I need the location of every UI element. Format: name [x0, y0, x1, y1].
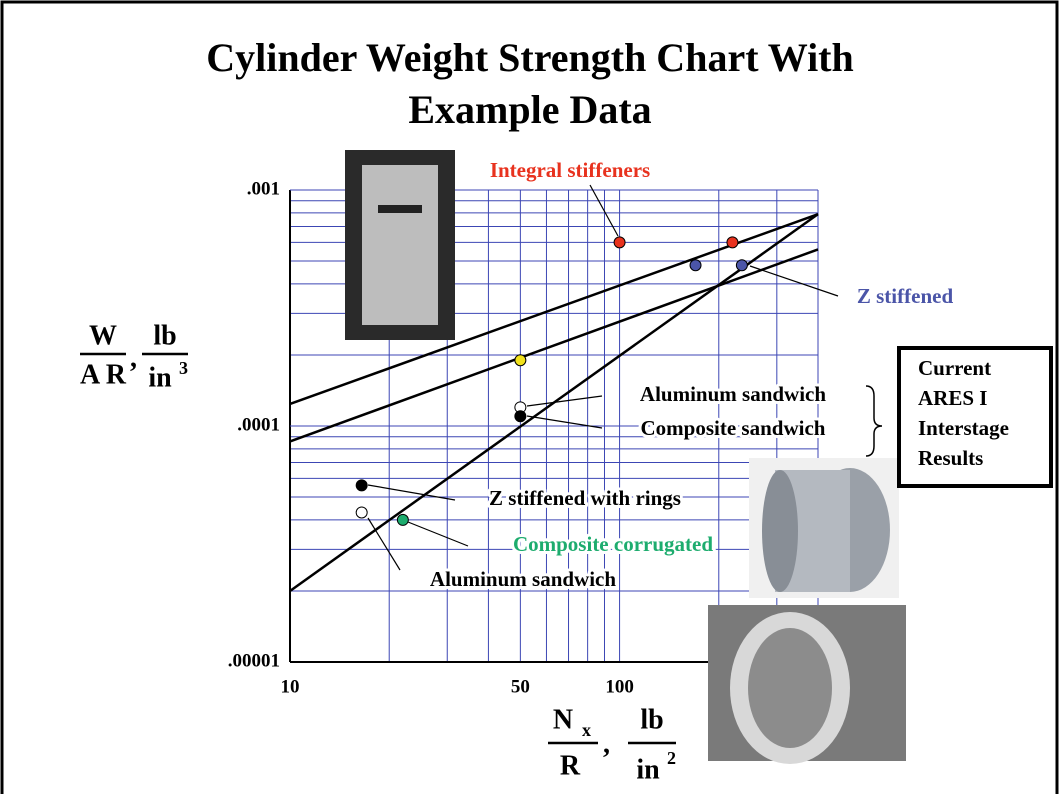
- box-line: Interstage: [918, 416, 1009, 440]
- data-point: [726, 236, 739, 249]
- x-label-part: lb: [640, 704, 663, 735]
- comma: ,: [603, 728, 610, 759]
- y-axis-label: W A R , lb in 3: [80, 320, 188, 393]
- y-label-part: W: [89, 320, 117, 351]
- annotations: Integral stiffeners Z stiffened Aluminum s…: [427, 155, 957, 594]
- y-tick-label: .00001: [228, 650, 280, 671]
- photo: [708, 605, 906, 764]
- annotation: Z stiffened with rings: [489, 486, 681, 510]
- x-tick-label: 50: [511, 676, 530, 697]
- comma: ,: [130, 342, 137, 373]
- annotation: Integral stiffeners: [490, 158, 650, 182]
- results-box: [897, 346, 1053, 488]
- annotation: Composite corrugated: [513, 532, 713, 556]
- x-axis-label: N x R , lb in 2: [548, 704, 676, 785]
- x-tick-label: 10: [281, 676, 300, 697]
- annotation: Aluminum sandwich: [430, 567, 616, 591]
- data-point: [735, 259, 748, 272]
- x-label-part: x: [582, 720, 591, 740]
- data-point: [396, 513, 409, 526]
- photo: [749, 458, 899, 598]
- y-label-part: 3: [179, 358, 188, 378]
- title-line: Cylinder Weight Strength Chart With: [206, 35, 854, 80]
- annotation: Aluminum sandwich: [640, 382, 826, 406]
- results-text: Current ARES I Interstage Results: [918, 356, 1009, 470]
- data-point: [355, 506, 368, 519]
- annotation: Composite sandwich: [641, 416, 826, 440]
- y-label-part: in: [148, 362, 172, 393]
- data-point: [355, 479, 368, 492]
- bracket: [865, 385, 883, 457]
- leaders: [367, 184, 839, 571]
- x-tick-label: 100: [605, 676, 634, 697]
- y-label-part: A R: [80, 359, 127, 390]
- data-point: [514, 410, 527, 423]
- x-label-part: N: [553, 704, 573, 735]
- y-tick-label: .0001: [237, 414, 280, 435]
- data-point: [613, 236, 626, 249]
- y-label-part: lb: [153, 320, 176, 351]
- x-label-part: 2: [667, 748, 676, 768]
- x-label-part: R: [560, 750, 581, 781]
- box-line: Current: [918, 356, 991, 380]
- data-point: [689, 259, 702, 272]
- title-line: Example Data: [408, 87, 651, 132]
- data-point: [514, 354, 527, 367]
- fit-line: [289, 248, 819, 443]
- y-tick-label: .001: [247, 178, 280, 199]
- annotation: Z stiffened: [857, 284, 954, 308]
- photo: [345, 150, 455, 340]
- box-line: Results: [918, 446, 983, 470]
- x-label-part: in: [636, 754, 660, 785]
- box-line: ARES I: [918, 386, 987, 410]
